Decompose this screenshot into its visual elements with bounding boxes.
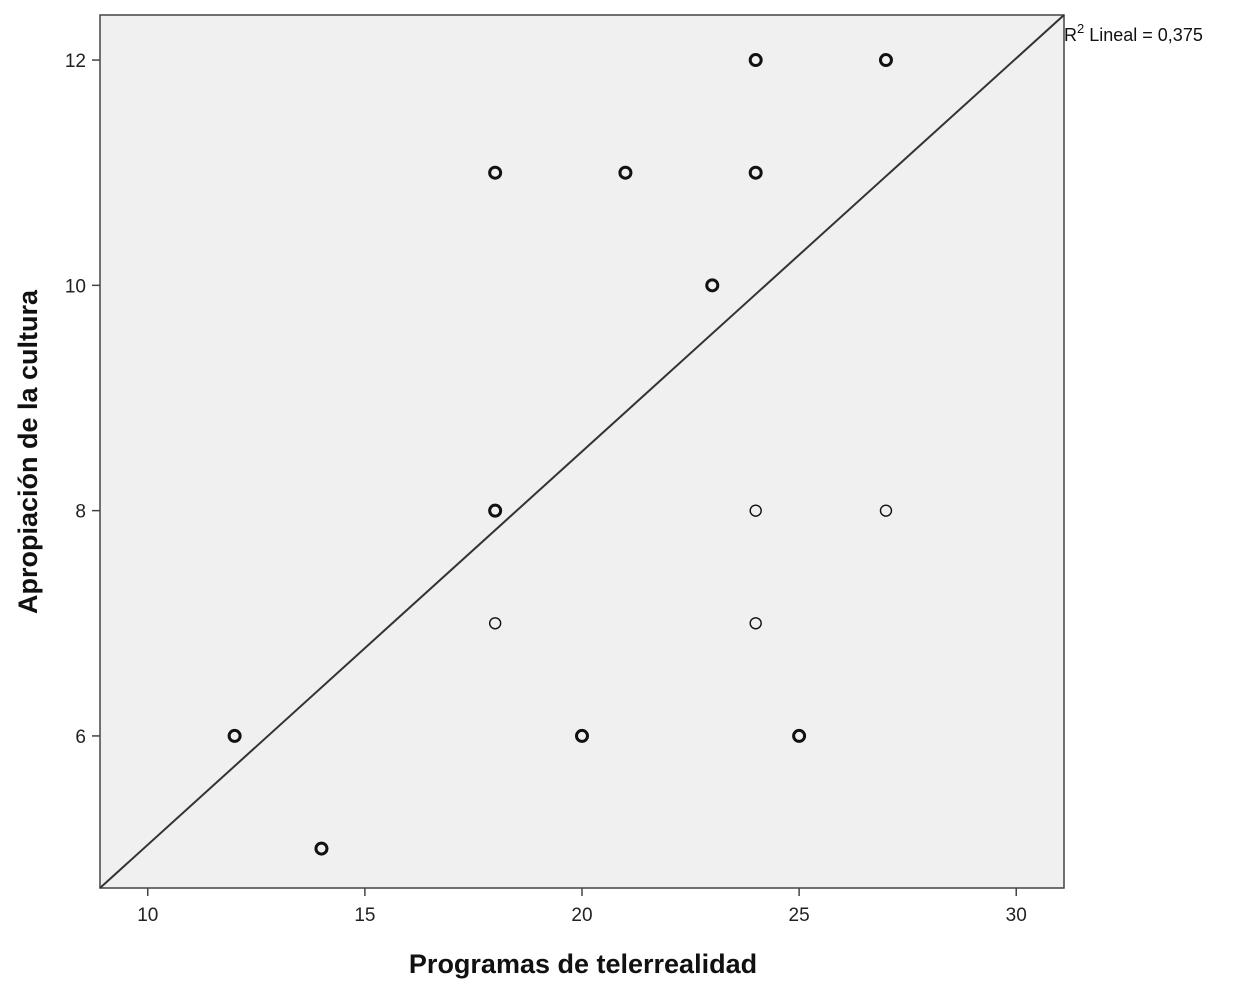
y-axis-title: Apropiación de la cultura [13, 289, 43, 614]
data-point-3 [488, 165, 503, 180]
data-point-1 [748, 53, 763, 68]
fit-line-label-text: Lineal = 0,375 [1084, 25, 1203, 45]
fit-line-label-prefix: R [1064, 25, 1077, 45]
x-tick-label-20: 20 [571, 905, 592, 926]
data-point-15 [314, 841, 329, 856]
x-tick-label-15: 15 [354, 905, 375, 926]
data-point-9 [879, 504, 893, 517]
data-point-5 [748, 165, 763, 180]
x-tick-label-30: 30 [1006, 905, 1027, 926]
axis-layer: 10 15 20 25 30 6 8 10 12 [65, 51, 1027, 926]
point-layer [227, 53, 893, 856]
y-tick-label-6: 6 [75, 727, 86, 748]
y-tick-label-10: 10 [65, 276, 86, 297]
data-point-2 [878, 53, 893, 68]
data-point-4 [618, 165, 633, 180]
y-tick-label-8: 8 [75, 502, 86, 523]
fit-line-label: R2 Lineal = 0,375 [1064, 21, 1203, 45]
y-tick-label-12: 12 [65, 51, 86, 72]
x-tick-label-25: 25 [789, 905, 810, 926]
x-axis-title: Programas de telerrealidad [409, 949, 757, 979]
data-point-8 [749, 504, 762, 517]
data-point-7 [488, 503, 503, 518]
fit-line-label-superscript: 2 [1077, 21, 1084, 36]
fit-line [99, 14, 1065, 889]
data-point-11 [749, 617, 762, 630]
data-point-12 [227, 728, 242, 743]
data-point-14 [792, 728, 807, 743]
data-point-6 [705, 278, 720, 293]
fit-layer [99, 14, 1065, 889]
data-point-13 [575, 728, 589, 743]
data-point-10 [488, 617, 502, 630]
x-tick-label-10: 10 [137, 905, 158, 926]
